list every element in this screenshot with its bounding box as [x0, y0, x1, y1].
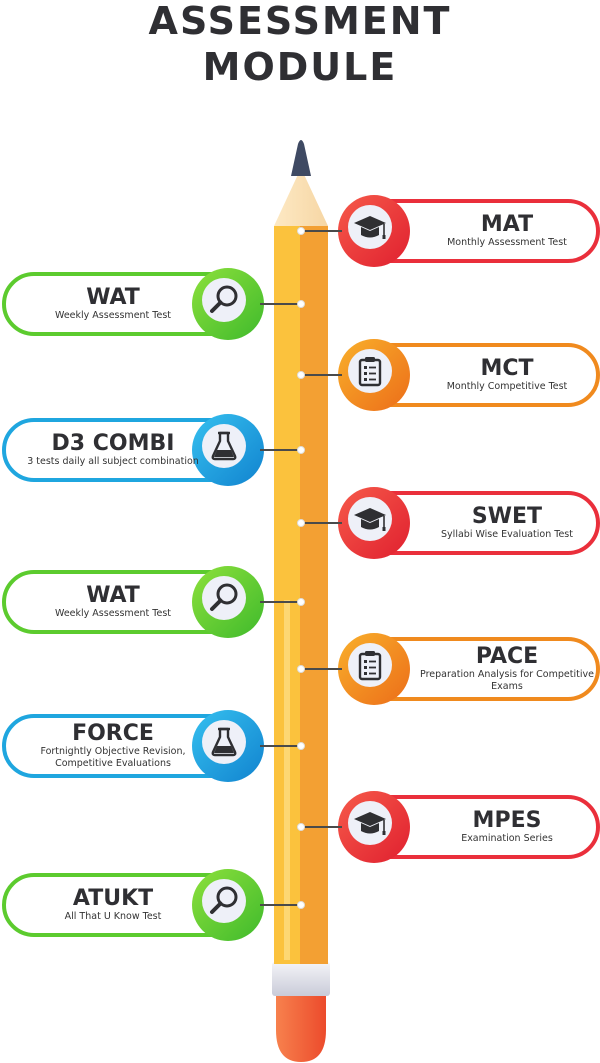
card-subtitle: Monthly Competitive Test [446, 381, 568, 392]
icon-badge [338, 195, 410, 267]
card-subtitle: 3 tests daily all subject combination [27, 456, 199, 467]
connector-line [301, 374, 342, 376]
title-line-2: MODULE [202, 45, 398, 89]
assessment-card-wat: WAT Weekly Assessment Test [2, 566, 264, 638]
card-heading: MPES [472, 808, 542, 833]
assessment-card-force: FORCE Fortnightly Objective Revision, Com… [2, 710, 264, 782]
assessment-card-mct: MCT Monthly Competitive Test [338, 339, 600, 411]
card-heading: MAT [480, 212, 534, 237]
connector-dot [297, 446, 305, 454]
card-heading: PACE [475, 644, 539, 669]
card-heading: FORCE [72, 721, 154, 746]
card-subtitle: Monthly Assessment Test [447, 237, 567, 248]
icon-badge [338, 791, 410, 863]
connector-line [301, 230, 342, 232]
graduation-cap-icon [354, 812, 386, 835]
icon-badge [192, 414, 264, 486]
connector-line [260, 303, 301, 305]
connector-line [260, 449, 301, 451]
card-subtitle: Examination Series [461, 833, 553, 844]
flask-icon [211, 431, 237, 461]
assessment-card-atukt: ATUKT All That U Know Test [2, 869, 264, 941]
icon-badge [338, 633, 410, 705]
icon-badge [338, 339, 410, 411]
icon-badge [192, 268, 264, 340]
connector-dot [297, 665, 305, 673]
connector-line [260, 745, 301, 747]
pencil-tip [274, 168, 328, 226]
page-title: ASSESSMENT MODULE [0, 0, 600, 90]
connector-dot [297, 300, 305, 308]
assessment-card-d3-combi: D3 COMBI 3 tests daily all subject combin… [2, 414, 264, 486]
magnifier-icon [210, 583, 238, 611]
flask-icon [211, 727, 237, 757]
icon-badge [192, 710, 264, 782]
title-line-1: ASSESSMENT [148, 0, 452, 43]
assessment-card-wat: WAT Weekly Assessment Test [2, 268, 264, 340]
connector-line [301, 522, 342, 524]
connector-line [260, 904, 301, 906]
connector-line [301, 826, 342, 828]
connector-dot [297, 742, 305, 750]
card-heading: WAT [86, 285, 140, 310]
connector-line [301, 668, 342, 670]
graduation-cap-icon [354, 216, 386, 239]
connector-dot [297, 227, 305, 235]
clipboard-icon [358, 357, 382, 387]
card-heading: SWET [471, 504, 543, 529]
connector-dot [297, 901, 305, 909]
card-subtitle: All That U Know Test [64, 911, 162, 922]
assessment-card-pace: PACE Preparation Analysis for Competitive… [338, 633, 600, 705]
card-heading: ATUKT [72, 886, 154, 911]
card-subtitle: Weekly Assessment Test [54, 310, 172, 321]
card-subtitle: Weekly Assessment Test [54, 608, 172, 619]
assessment-card-swet: SWET Syllabi Wise Evaluation Test [338, 487, 600, 559]
card-subtitle: Preparation Analysis for Competitive Exa… [420, 669, 594, 692]
magnifier-icon [210, 285, 238, 313]
assessment-card-mat: MAT Monthly Assessment Test [338, 195, 600, 267]
connector-dot [297, 598, 305, 606]
connector-dot [297, 371, 305, 379]
card-heading: D3 COMBI [51, 431, 175, 456]
pencil-ferrule [272, 962, 330, 996]
card-subtitle: Syllabi Wise Evaluation Test [441, 529, 573, 540]
connector-line [260, 601, 301, 603]
clipboard-icon [358, 651, 382, 681]
pencil-eraser [276, 992, 326, 1062]
pencil-lead [291, 140, 311, 176]
magnifier-icon [210, 886, 238, 914]
graduation-cap-icon [354, 508, 386, 531]
card-subtitle: Fortnightly Objective Revision, Competit… [40, 746, 186, 769]
assessment-card-mpes: MPES Examination Series [338, 791, 600, 863]
icon-badge [192, 566, 264, 638]
card-heading: WAT [86, 583, 140, 608]
card-heading: MCT [480, 356, 534, 381]
connector-dot [297, 519, 305, 527]
icon-badge [192, 869, 264, 941]
connector-dot [297, 823, 305, 831]
icon-badge [338, 487, 410, 559]
